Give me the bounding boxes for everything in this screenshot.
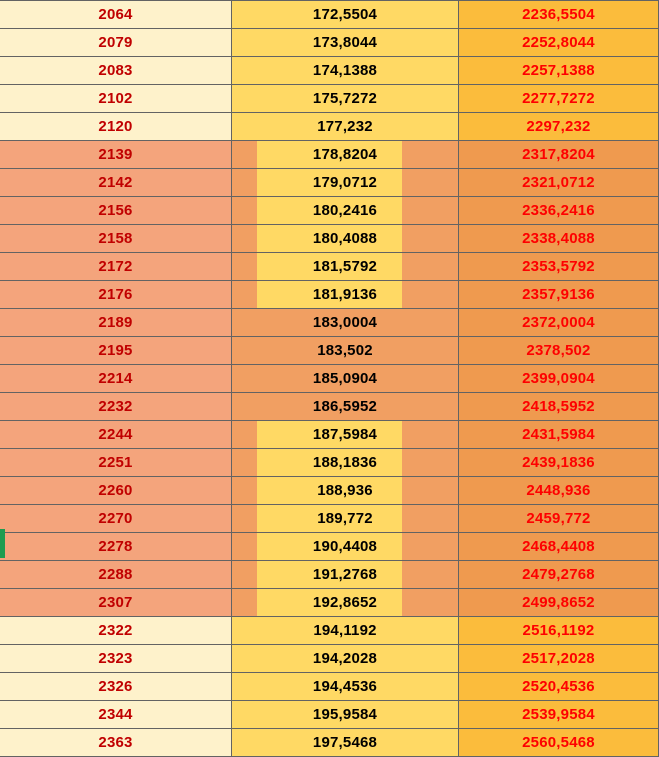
cell-base-value[interactable]: 2176 (0, 281, 232, 309)
cell-sum-value[interactable]: 2277,7272 (459, 85, 659, 113)
cell-base-value[interactable]: 2251 (0, 449, 232, 477)
cell-sum-value[interactable]: 2297,232 (459, 113, 659, 141)
cell-sum-value[interactable]: 2479,2768 (459, 561, 659, 589)
cell-increment-value[interactable]: 178,8204 (232, 141, 459, 169)
cell-base-value[interactable]: 2323 (0, 645, 232, 673)
cell-increment-value[interactable]: 197,5468 (232, 729, 459, 757)
cell-base-value[interactable]: 2195 (0, 337, 232, 365)
cell-increment-value[interactable]: 191,2768 (232, 561, 459, 589)
cell-base-value[interactable]: 2363 (0, 729, 232, 757)
cell-base-value[interactable]: 2307 (0, 589, 232, 617)
cell-increment-value[interactable]: 173,8044 (232, 29, 459, 57)
cell-increment-value[interactable]: 183,502 (232, 337, 459, 365)
cell-sum-value[interactable]: 2448,936 (459, 477, 659, 505)
cell-base-value[interactable]: 2270 (0, 505, 232, 533)
cell-increment-value[interactable]: 185,0904 (232, 365, 459, 393)
cell-increment-value[interactable]: 181,5792 (232, 253, 459, 281)
cell-base-value[interactable]: 2156 (0, 197, 232, 225)
cell-sum-value[interactable]: 2252,8044 (459, 29, 659, 57)
cell-base-value[interactable]: 2278 (0, 533, 232, 561)
cell-base-value[interactable]: 2232 (0, 393, 232, 421)
cell-base-value[interactable]: 2244 (0, 421, 232, 449)
cell-increment-value[interactable]: 180,4088 (232, 225, 459, 253)
cell-sum-value[interactable]: 2459,772 (459, 505, 659, 533)
cell-sum-value[interactable]: 2257,1388 (459, 57, 659, 85)
cell-base-value[interactable]: 2322 (0, 617, 232, 645)
cell-sum-value[interactable]: 2431,5984 (459, 421, 659, 449)
cell-base-value[interactable]: 2214 (0, 365, 232, 393)
cell-sum-value[interactable]: 2317,8204 (459, 141, 659, 169)
cell-sum-value[interactable]: 2418,5952 (459, 393, 659, 421)
cell-increment-value[interactable]: 179,0712 (232, 169, 459, 197)
cell-base-value[interactable]: 2260 (0, 477, 232, 505)
cell-increment-value[interactable]: 194,1192 (232, 617, 459, 645)
cell-increment-value[interactable]: 177,232 (232, 113, 459, 141)
cell-increment-value[interactable]: 195,9584 (232, 701, 459, 729)
cell-sum-value[interactable]: 2372,0004 (459, 309, 659, 337)
cell-sum-value[interactable]: 2439,1836 (459, 449, 659, 477)
cell-sum-value[interactable]: 2560,5468 (459, 729, 659, 757)
cell-increment-value[interactable]: 186,5952 (232, 393, 459, 421)
cell-sum-value[interactable]: 2399,0904 (459, 365, 659, 393)
cell-increment-value[interactable]: 172,5504 (232, 1, 459, 29)
cell-sum-value[interactable]: 2468,4408 (459, 533, 659, 561)
cell-increment-value[interactable]: 188,1836 (232, 449, 459, 477)
cell-base-value[interactable]: 2079 (0, 29, 232, 57)
cell-increment-value[interactable]: 194,4536 (232, 673, 459, 701)
cell-base-value[interactable]: 2189 (0, 309, 232, 337)
cell-sum-value[interactable]: 2539,9584 (459, 701, 659, 729)
cell-base-value[interactable]: 2158 (0, 225, 232, 253)
cell-sum-value[interactable]: 2378,502 (459, 337, 659, 365)
cell-increment-value[interactable]: 183,0004 (232, 309, 459, 337)
cell-increment-value[interactable]: 175,7272 (232, 85, 459, 113)
cell-increment-value[interactable]: 188,936 (232, 477, 459, 505)
cell-base-value[interactable]: 2064 (0, 1, 232, 29)
cell-sum-value[interactable]: 2353,5792 (459, 253, 659, 281)
cell-base-value[interactable]: 2172 (0, 253, 232, 281)
cell-increment-value[interactable]: 190,4408 (232, 533, 459, 561)
cell-increment-value[interactable]: 181,9136 (232, 281, 459, 309)
cell-increment-value[interactable]: 187,5984 (232, 421, 459, 449)
cell-sum-value[interactable]: 2357,9136 (459, 281, 659, 309)
cell-sum-value[interactable]: 2499,8652 (459, 589, 659, 617)
cell-base-value[interactable]: 2102 (0, 85, 232, 113)
cell-sum-value[interactable]: 2338,4088 (459, 225, 659, 253)
cell-sum-value[interactable]: 2517,2028 (459, 645, 659, 673)
green-marker (0, 529, 5, 558)
cell-base-value[interactable]: 2142 (0, 169, 232, 197)
cell-base-value[interactable]: 2139 (0, 141, 232, 169)
cell-sum-value[interactable]: 2336,2416 (459, 197, 659, 225)
cell-base-value[interactable]: 2288 (0, 561, 232, 589)
cell-sum-value[interactable]: 2516,1192 (459, 617, 659, 645)
cell-sum-value[interactable]: 2236,5504 (459, 1, 659, 29)
cell-base-value[interactable]: 2083 (0, 57, 232, 85)
cell-increment-value[interactable]: 174,1388 (232, 57, 459, 85)
cell-increment-value[interactable]: 189,772 (232, 505, 459, 533)
cell-sum-value[interactable]: 2520,4536 (459, 673, 659, 701)
cell-increment-value[interactable]: 180,2416 (232, 197, 459, 225)
cell-increment-value[interactable]: 194,2028 (232, 645, 459, 673)
cell-base-value[interactable]: 2326 (0, 673, 232, 701)
cell-increment-value[interactable]: 192,8652 (232, 589, 459, 617)
cell-base-value[interactable]: 2344 (0, 701, 232, 729)
cell-base-value[interactable]: 2120 (0, 113, 232, 141)
cell-sum-value[interactable]: 2321,0712 (459, 169, 659, 197)
